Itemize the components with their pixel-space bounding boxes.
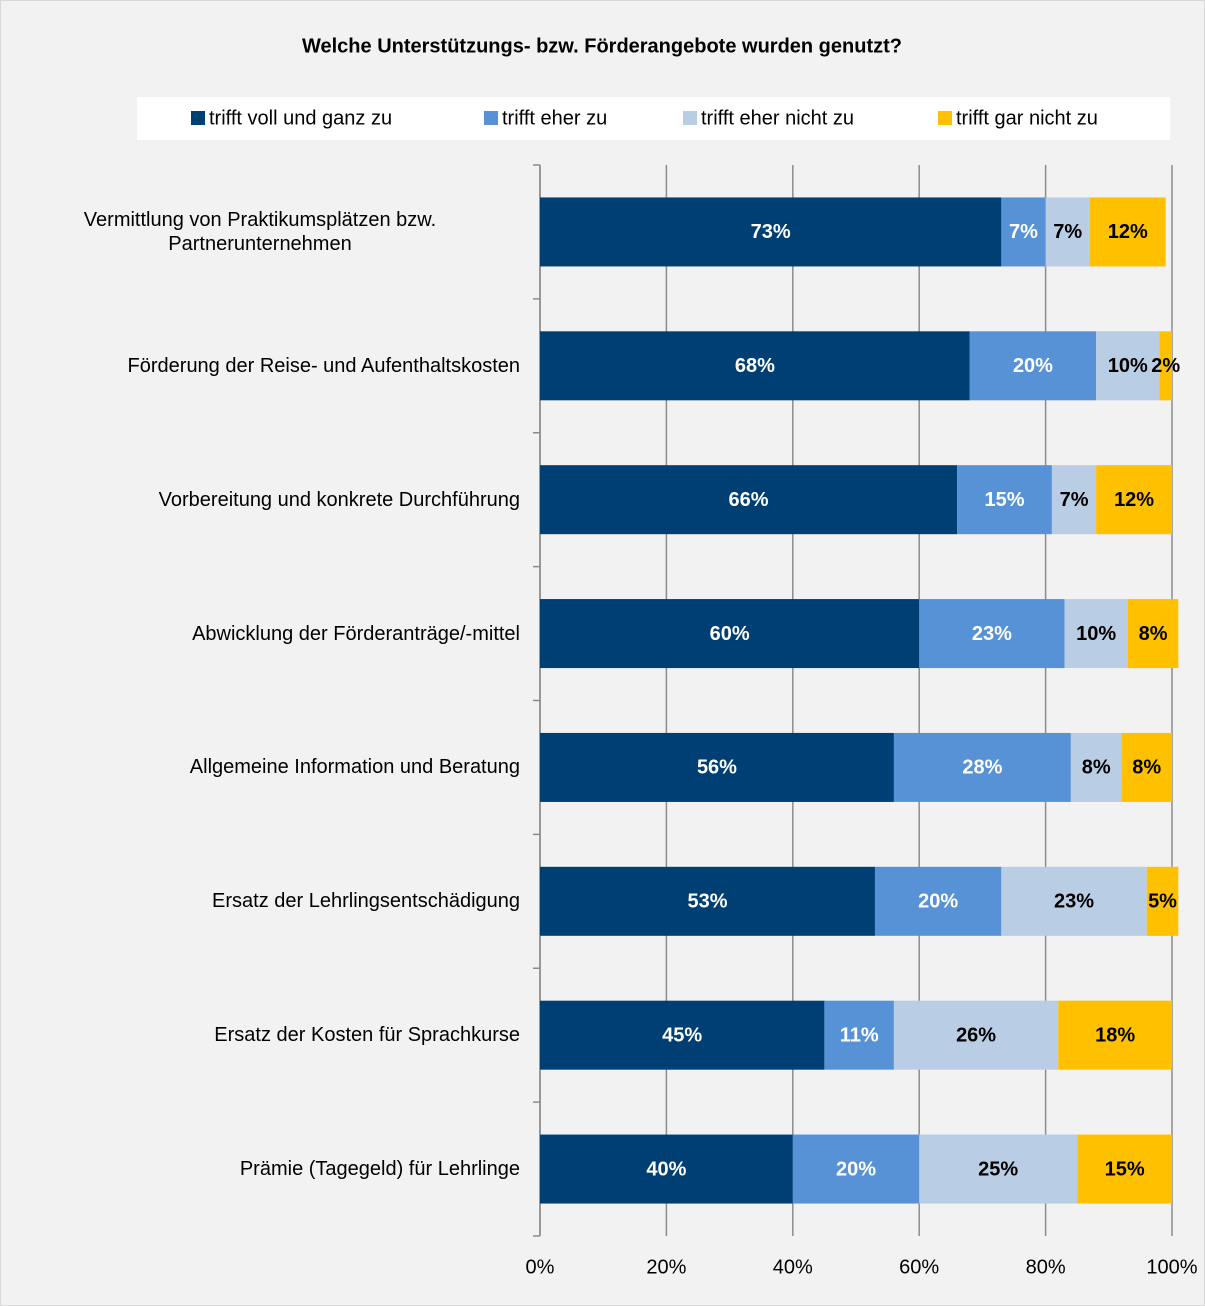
data-label: 28%: [962, 757, 1002, 779]
bar-segment: [969, 331, 1097, 401]
data-label: 8%: [1082, 757, 1111, 779]
data-label: 23%: [1054, 891, 1094, 913]
data-label: 10%: [1108, 355, 1148, 377]
x-tick-label: 20%: [646, 1256, 686, 1278]
y-tick-label: Vermittlung von Praktikumsplätzen bzw. P…: [83, 208, 437, 255]
data-label: 7%: [1009, 221, 1038, 243]
bar-segment: [1001, 197, 1046, 267]
bar-segment: [1058, 1000, 1172, 1070]
bar-segment: [893, 732, 1071, 802]
legend-box: [137, 97, 1170, 140]
data-label: 12%: [1114, 489, 1154, 511]
bar-segment: [1121, 732, 1172, 802]
legend-swatch: [191, 111, 205, 125]
bar-segment: [893, 1000, 1059, 1070]
bar-segment: [1159, 331, 1172, 401]
data-label: 15%: [1105, 1158, 1145, 1180]
data-label: 2%: [1151, 355, 1180, 377]
bar-segment: [874, 866, 1002, 936]
bar-segment: [1064, 599, 1128, 669]
legend-label: trifft gar nicht zu: [956, 107, 1098, 129]
bar-segment: [919, 1134, 1078, 1204]
x-tick-label: 80%: [1026, 1256, 1066, 1278]
legend-swatch: [683, 111, 697, 125]
data-label: 40%: [646, 1158, 686, 1180]
data-label: 7%: [1060, 489, 1089, 511]
bar-segment: [1045, 197, 1090, 267]
bar-segment: [540, 197, 1002, 267]
bar-segment: [1051, 465, 1097, 535]
bar-segment: [1077, 1134, 1172, 1204]
data-label: 20%: [918, 891, 958, 913]
bar-segment: [540, 732, 894, 802]
data-label: 56%: [697, 757, 737, 779]
bar-segment: [1089, 197, 1166, 267]
data-label: 12%: [1108, 221, 1148, 243]
bar-segment: [957, 465, 1052, 535]
data-label: 8%: [1132, 757, 1161, 779]
bar-segment: [540, 1134, 793, 1204]
x-tick-label: 0%: [526, 1256, 555, 1278]
y-tick-label: Ersatz der Kosten für Sprachkurse: [214, 1024, 520, 1047]
data-label: 66%: [729, 489, 769, 511]
legend-label: trifft voll und ganz zu: [209, 107, 392, 129]
data-label: 73%: [751, 221, 791, 243]
data-label: 53%: [687, 891, 727, 913]
data-label: 45%: [662, 1024, 702, 1046]
data-label: 23%: [972, 623, 1012, 645]
x-tick-label: 60%: [899, 1256, 939, 1278]
data-label: 20%: [836, 1158, 876, 1180]
data-label: 25%: [978, 1158, 1018, 1180]
y-tick-label: Allgemeine Information und Beratung: [189, 756, 520, 779]
bar-segment: [919, 599, 1065, 669]
y-tick-label: Abwicklung der Förderanträge/-mittel: [192, 622, 520, 645]
y-tick-label: Ersatz der Lehrlingsentschädigung: [212, 890, 520, 913]
bar-segment: [540, 1000, 825, 1070]
data-label: 18%: [1095, 1024, 1135, 1046]
bar-segment: [540, 866, 875, 936]
x-tick-label: 100%: [1146, 1256, 1197, 1278]
data-label: 26%: [956, 1024, 996, 1046]
bar-segment: [540, 465, 958, 535]
data-label: 10%: [1076, 623, 1116, 645]
bar-segment: [1070, 732, 1122, 802]
bar-segment: [1096, 331, 1160, 401]
data-label: 7%: [1053, 221, 1082, 243]
bar-segment: [792, 1134, 920, 1204]
y-tick-label: Prämie (Tagegeld) für Lehrlinge: [239, 1158, 520, 1181]
x-tick-label: 40%: [773, 1256, 813, 1278]
data-label: 8%: [1139, 623, 1168, 645]
legend-swatch: [938, 111, 952, 125]
legend-swatch: [484, 111, 498, 125]
data-label: 68%: [735, 355, 775, 377]
bar-segment: [540, 331, 970, 401]
bar-segment: [540, 599, 920, 669]
legend-label: trifft eher zu: [502, 107, 607, 129]
bar-segment: [1096, 465, 1172, 535]
data-label: 15%: [985, 489, 1025, 511]
bar-segment: [824, 1000, 894, 1070]
chart-title: Welche Unterstützungs- bzw. Förderangebo…: [302, 35, 902, 57]
data-label: 5%: [1148, 891, 1177, 913]
legend-label: trifft eher nicht zu: [701, 107, 854, 129]
bar-segment: [1001, 866, 1147, 936]
bar-segment: [1127, 599, 1179, 669]
data-label: 60%: [710, 623, 750, 645]
y-tick-label: Förderung der Reise- und Aufenthaltskost…: [127, 354, 520, 377]
bar-segment: [1146, 866, 1179, 936]
data-label: 11%: [840, 1024, 879, 1046]
y-tick-label: Vorbereitung und konkrete Durchführung: [158, 488, 520, 511]
data-label: 20%: [1013, 355, 1053, 377]
